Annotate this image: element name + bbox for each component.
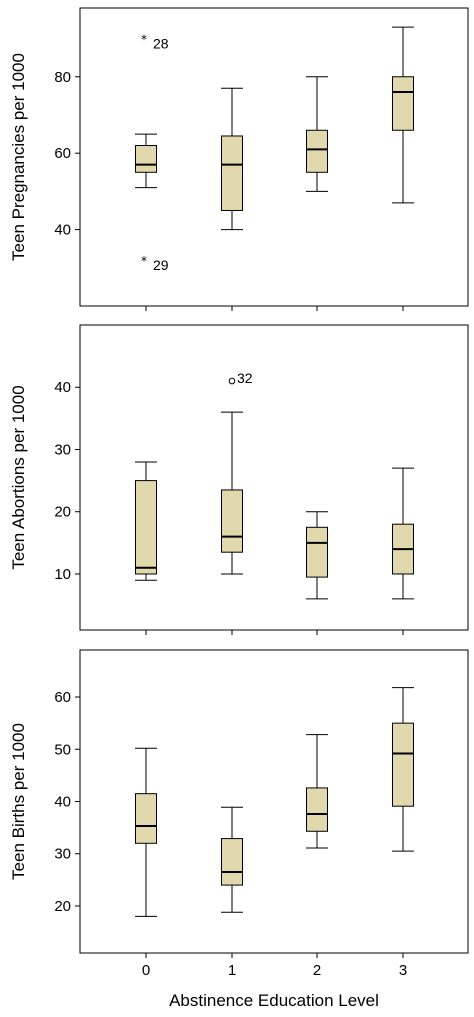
box-category-2 — [306, 76, 328, 192]
y-tick-label: 40 — [54, 379, 71, 396]
iqr-box — [392, 76, 414, 131]
x-tick-label: 2 — [313, 962, 321, 979]
y-tick-label: 80 — [54, 69, 71, 86]
outlier-marker: * — [141, 254, 147, 268]
y-tick-label: 20 — [54, 898, 71, 915]
y-tick-label: 20 — [54, 504, 71, 521]
y-tick-label: 40 — [54, 794, 71, 811]
outlier-label: 28 — [153, 36, 169, 52]
iqr-box — [392, 722, 414, 807]
box-category-0 — [135, 461, 157, 581]
outlier-marker: * — [141, 33, 147, 47]
y-tick-label: 10 — [54, 566, 71, 583]
outlier-label: 32 — [237, 370, 253, 386]
box-category-3 — [392, 26, 414, 204]
pregnancies-panel: 40 60 80 Teen Pregnancies per 1000 * 28 * 29 — [9, 7, 469, 311]
box-category-2 — [306, 734, 328, 849]
x-tick-label: 0 — [142, 962, 150, 979]
box-category-3 — [392, 687, 414, 852]
y-tick-label: 60 — [54, 145, 71, 162]
y-tick-label: 30 — [54, 441, 71, 458]
iqr-box — [221, 838, 243, 886]
box-category-2 — [306, 511, 328, 600]
y-tick-label: 30 — [54, 846, 71, 863]
box-category-0 — [135, 133, 157, 189]
box-category-1 — [221, 87, 243, 231]
iqr-box — [135, 480, 157, 575]
iqr-box — [306, 526, 328, 578]
y-tick-label: 40 — [54, 222, 71, 239]
box-category-1 — [221, 806, 243, 913]
iqr-box — [221, 489, 243, 553]
y-axis-label: Teen Pregnancies per 1000 — [9, 53, 28, 261]
abortions-panel: 10 20 30 40 Teen Abortions per 1000 32 — [9, 324, 469, 635]
box-category-1 — [221, 411, 243, 575]
births-panel: 20 30 40 50 60 Teen Births per 1000 0 1 2 3 Abstin… — [9, 649, 469, 1010]
y-axis-label: Teen Abortions per 1000 — [9, 385, 28, 569]
iqr-box — [135, 793, 157, 844]
outlier-marker — [228, 377, 236, 385]
y-tick-label: 50 — [54, 741, 71, 758]
box-category-3 — [392, 467, 414, 600]
iqr-box — [221, 135, 243, 211]
iqr-box — [306, 129, 328, 173]
box-category-0 — [135, 747, 157, 917]
iqr-box — [306, 787, 328, 832]
y-axis-label: Teen Births per 1000 — [9, 723, 28, 880]
outlier-label: 29 — [153, 257, 169, 273]
x-tick-label: 1 — [228, 962, 236, 979]
y-tick-label: 60 — [54, 689, 71, 706]
plot-frame — [79, 324, 469, 631]
x-axis-label: Abstinence Education Level — [169, 991, 379, 1010]
iqr-box — [135, 145, 157, 173]
x-tick-label: 3 — [399, 962, 407, 979]
